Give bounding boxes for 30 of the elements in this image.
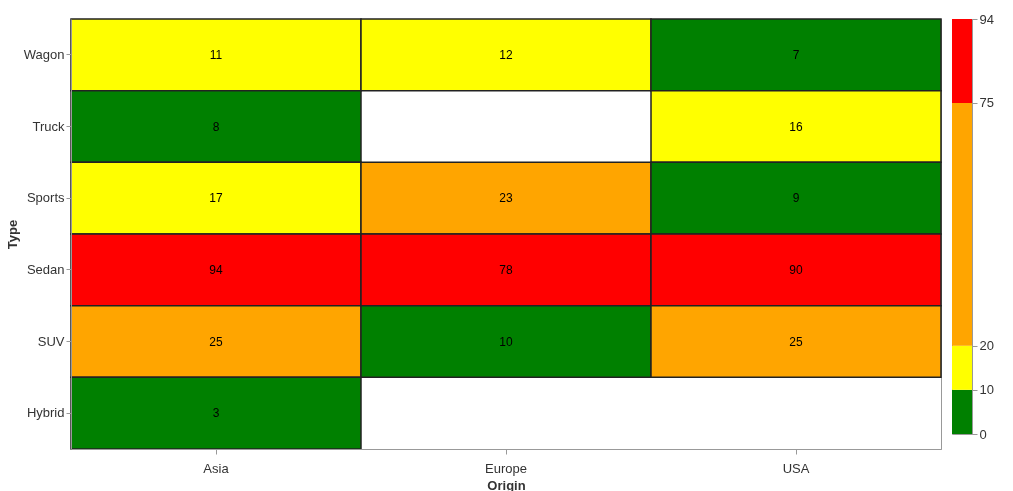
data-label: 10 — [499, 334, 513, 349]
data-label: 25 — [789, 334, 803, 349]
data-label: 9 — [792, 191, 800, 206]
data-label: 94 — [209, 262, 223, 277]
data-label: 7 — [792, 47, 800, 62]
data-label: 11 — [209, 47, 223, 62]
data-label: 16 — [789, 119, 803, 134]
color-bar-label: 0 — [979, 426, 987, 442]
data-label: 25 — [209, 334, 223, 349]
data-label: 3 — [212, 406, 220, 421]
color-bar-label: 10 — [979, 382, 994, 398]
data-label: 8 — [212, 119, 220, 134]
y-tick-label: Hybrid — [26, 405, 65, 421]
color-bar-label: 94 — [979, 11, 994, 27]
color-bar-label: 20 — [979, 338, 994, 354]
x-tick-label: Europe — [485, 460, 527, 476]
data-label: 90 — [789, 262, 803, 277]
data-label: 12 — [499, 47, 513, 62]
color-bar-label: 75 — [979, 95, 994, 111]
y-tick-label: SUV — [37, 333, 65, 349]
x-tick-label: USA — [782, 460, 810, 476]
y-tick-label: Sports — [26, 190, 65, 206]
y-tick-label: Truck — [32, 118, 65, 134]
y-tick-label: Sedan — [26, 261, 65, 277]
data-label: 78 — [499, 262, 513, 277]
y-axis-title: Type — [4, 219, 20, 250]
data-label: 23 — [499, 191, 513, 206]
x-tick-label: Asia — [203, 460, 230, 476]
y-tick-label: Wagon — [23, 46, 65, 62]
data-label: 17 — [209, 191, 223, 206]
